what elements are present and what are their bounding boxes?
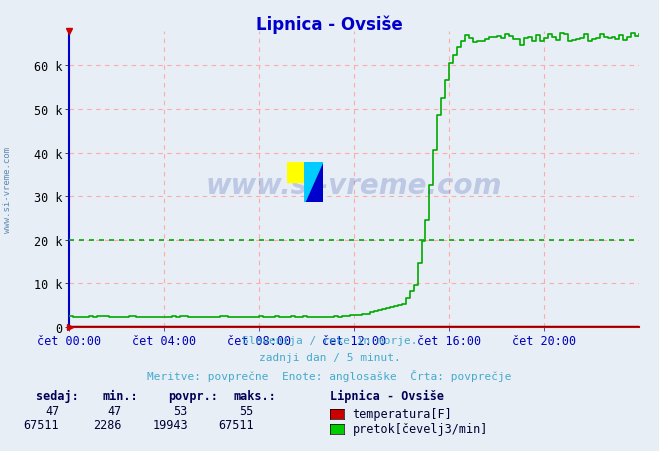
Text: 55: 55 [239,404,254,417]
Polygon shape [304,162,323,203]
Bar [287,162,304,183]
Text: 67511: 67511 [218,419,254,432]
Text: 19943: 19943 [152,419,188,432]
Text: 47: 47 [45,404,59,417]
Text: Lipnica - Ovsiše: Lipnica - Ovsiše [256,16,403,34]
Text: sedaj:: sedaj: [36,389,79,402]
Text: 67511: 67511 [24,419,59,432]
Text: 2286: 2286 [94,419,122,432]
Text: Meritve: povprečne  Enote: anglosaške  Črta: povprečje: Meritve: povprečne Enote: anglosaške Črt… [147,369,512,381]
Text: 53: 53 [173,404,188,417]
Text: pretok[čevelj3/min]: pretok[čevelj3/min] [353,422,488,435]
Text: www.si-vreme.com: www.si-vreme.com [206,171,502,199]
Text: zadnji dan / 5 minut.: zadnji dan / 5 minut. [258,353,401,363]
Text: www.si-vreme.com: www.si-vreme.com [3,147,13,232]
Text: temperatura[F]: temperatura[F] [353,408,452,420]
Text: maks.:: maks.: [234,389,277,402]
Text: Slovenija / reke in morje.: Slovenija / reke in morje. [242,336,417,345]
Polygon shape [304,162,323,203]
Text: 47: 47 [107,404,122,417]
Text: povpr.:: povpr.: [168,389,218,402]
Text: min.:: min.: [102,389,138,402]
Text: Lipnica - Ovsiše: Lipnica - Ovsiše [330,389,444,402]
